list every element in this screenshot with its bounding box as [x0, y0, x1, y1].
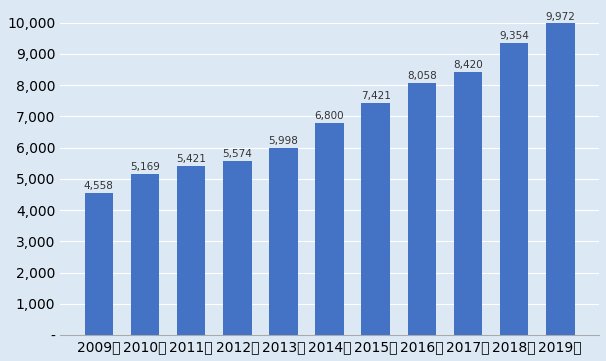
Text: 4,558: 4,558 [84, 181, 114, 191]
Text: 8,058: 8,058 [407, 71, 437, 82]
Text: 5,421: 5,421 [176, 154, 206, 164]
Text: 6,800: 6,800 [315, 111, 344, 121]
Bar [361, 103, 390, 335]
Text: 5,169: 5,169 [130, 162, 160, 172]
Text: 8,420: 8,420 [453, 60, 483, 70]
Bar [131, 174, 159, 335]
Bar [269, 148, 298, 335]
Text: 5,574: 5,574 [222, 149, 252, 159]
Bar [223, 161, 251, 335]
Bar [546, 23, 574, 335]
Bar [500, 43, 528, 335]
Bar [315, 123, 344, 335]
Text: 9,354: 9,354 [499, 31, 529, 41]
Text: 9,972: 9,972 [545, 12, 575, 22]
Bar [454, 72, 482, 335]
Bar [85, 193, 113, 335]
Text: 7,421: 7,421 [361, 91, 391, 101]
Text: 5,998: 5,998 [268, 136, 298, 146]
Bar [407, 83, 436, 335]
Bar [177, 166, 205, 335]
